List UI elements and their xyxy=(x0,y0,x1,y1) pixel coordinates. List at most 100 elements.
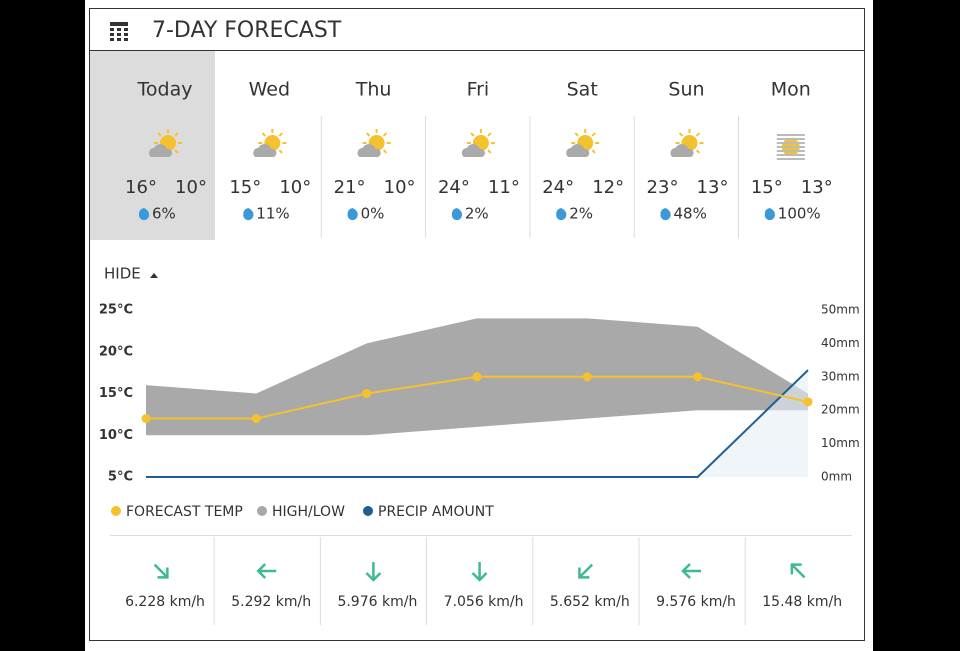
precip-area xyxy=(146,370,808,477)
low-temp: 12° xyxy=(592,177,624,198)
sun-ray xyxy=(174,132,179,137)
day-name: Thu xyxy=(355,79,392,101)
wind-speed: 9.576 km/h xyxy=(656,594,736,610)
day-name: Fri xyxy=(467,79,490,101)
y2-tick-label: 20mm xyxy=(821,403,860,417)
drop-icon xyxy=(243,208,254,221)
legend-swatch xyxy=(363,506,373,516)
sun-ray xyxy=(591,132,596,137)
sun-ray xyxy=(574,132,579,137)
arrow xyxy=(365,562,382,582)
low-temp: 13° xyxy=(697,177,729,198)
high-temp: 24° xyxy=(438,177,470,198)
weather-icon xyxy=(566,129,600,157)
y-tick-label: 15°C xyxy=(99,386,133,401)
legend-label: FORECAST TEMP xyxy=(126,504,243,520)
sun-ray xyxy=(157,132,162,137)
title: 7-DAY FORECAST xyxy=(152,18,342,43)
day-name: Today xyxy=(137,79,193,101)
day-name: Wed xyxy=(249,79,290,101)
sun-ray xyxy=(365,132,371,137)
drop-icon xyxy=(764,208,775,221)
precip-chance: 0% xyxy=(361,205,385,223)
temp-point xyxy=(582,372,592,382)
legend-label: PRECIP AMOUNT xyxy=(378,504,494,520)
drop-icon xyxy=(660,208,671,221)
calendar-icon xyxy=(110,22,128,41)
low-temp: 13° xyxy=(801,177,833,198)
y-tick-label: 10°C xyxy=(99,428,133,443)
wind-speed: 6.228 km/h xyxy=(125,594,205,610)
low-temp: 10° xyxy=(175,177,207,198)
low-temp: 10° xyxy=(384,177,416,198)
sun-ray xyxy=(487,149,492,154)
cloud xyxy=(357,144,381,157)
temp-point xyxy=(362,389,372,398)
toggle-caret xyxy=(150,273,158,278)
cloud xyxy=(670,144,694,157)
wind-speed: 15.48 km/h xyxy=(762,594,842,610)
sun-ray xyxy=(678,132,684,137)
weather-icon xyxy=(670,129,704,157)
cloud xyxy=(461,144,486,157)
wind-arrow xyxy=(471,562,488,582)
y-tick-label: 20°C xyxy=(99,344,133,359)
weather-icon xyxy=(776,134,805,160)
sun-ray xyxy=(382,149,388,154)
precip-line xyxy=(146,369,809,478)
sun-ray xyxy=(382,132,388,137)
y2-tick-label: 50mm xyxy=(821,303,860,317)
legend-swatch xyxy=(111,506,121,516)
sun-ray xyxy=(487,132,492,137)
arrow xyxy=(256,563,277,579)
precip-chance: 100% xyxy=(778,205,821,223)
y2-tick-label: 10mm xyxy=(821,436,860,450)
y2-tick-label: 40mm xyxy=(821,336,860,350)
wind-arrow xyxy=(256,563,277,579)
sun-ray xyxy=(591,149,596,154)
temp-point xyxy=(472,372,482,382)
weather-icon xyxy=(357,129,391,157)
day-name: Sun xyxy=(668,79,704,101)
drop-icon xyxy=(451,208,463,221)
sun-ray xyxy=(695,149,701,154)
sun-ray xyxy=(174,149,179,154)
wind-arrow xyxy=(681,563,701,579)
wind-arrow xyxy=(790,563,806,579)
arrow xyxy=(578,563,594,579)
wind-arrow xyxy=(153,563,169,579)
precip-chance: 2% xyxy=(569,205,593,223)
wind-speed: 7.056 km/h xyxy=(444,594,524,610)
sun-ray xyxy=(278,132,283,137)
wind-arrow xyxy=(365,562,382,582)
precip-chance: 48% xyxy=(674,205,707,223)
y-tick-label: 5°C xyxy=(108,470,133,485)
high-temp: 15° xyxy=(751,177,783,198)
wind-speed: 5.292 km/h xyxy=(231,594,311,610)
arrow xyxy=(681,563,701,579)
legend-label: HIGH/LOW xyxy=(272,504,345,520)
arrow xyxy=(471,562,488,582)
high-temp: 15° xyxy=(229,177,261,198)
day-name: Mon xyxy=(771,79,811,101)
arrow xyxy=(153,563,169,579)
day-name: Sat xyxy=(567,79,598,101)
hide-toggle[interactable]: HIDE xyxy=(104,265,141,283)
cloud xyxy=(253,144,277,157)
precip-chance: 6% xyxy=(152,205,176,223)
sun-ray xyxy=(261,132,266,137)
high-temp: 23° xyxy=(647,177,679,198)
low-temp: 10° xyxy=(279,177,311,198)
cloud xyxy=(566,144,590,157)
weather-icon xyxy=(149,129,182,157)
low-temp: 11° xyxy=(488,177,520,198)
temp-point xyxy=(251,414,261,424)
high-temp: 21° xyxy=(334,177,366,198)
legend-swatch xyxy=(257,506,267,516)
temp-point xyxy=(803,397,813,407)
precip-chance: 11% xyxy=(256,205,289,223)
high-temp: 24° xyxy=(542,177,574,198)
today-highlight xyxy=(90,51,215,240)
sun-ray xyxy=(470,132,475,137)
